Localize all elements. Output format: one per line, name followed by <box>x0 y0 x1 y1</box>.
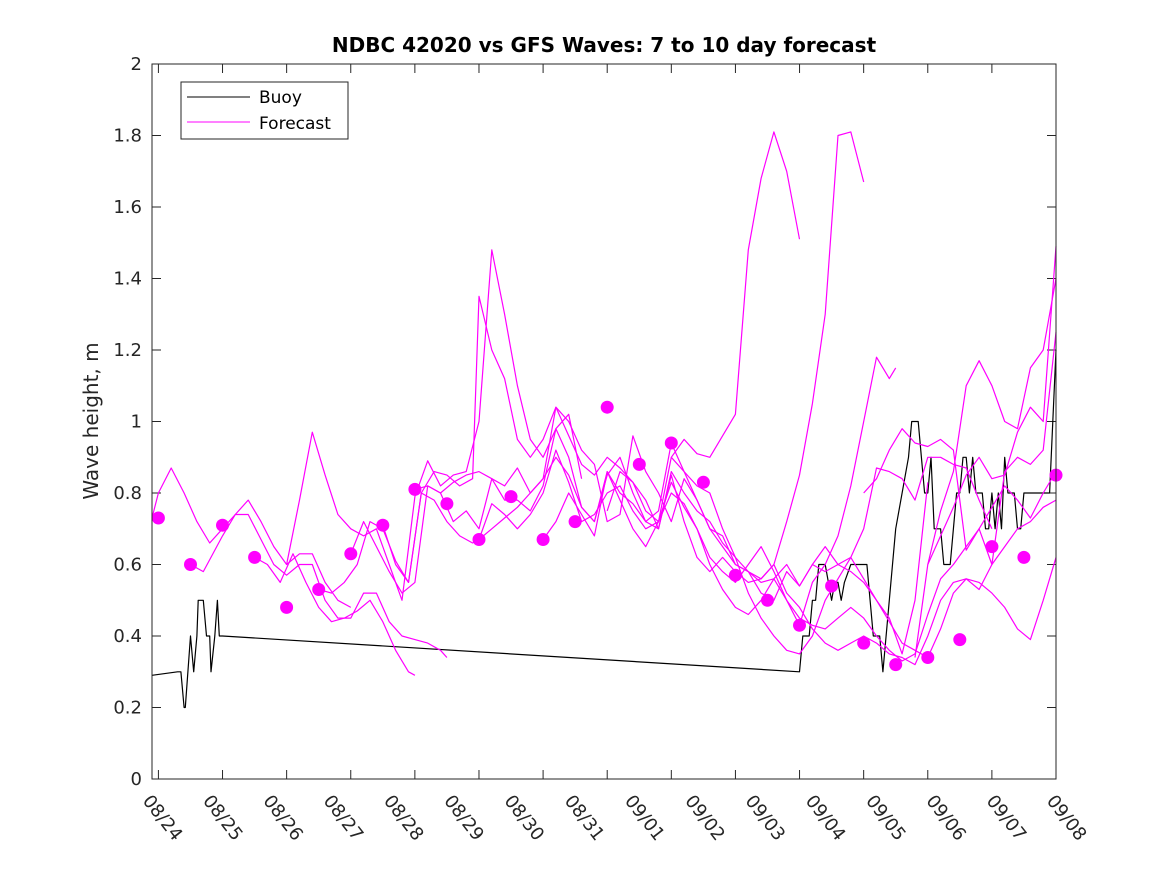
forecast-series-line <box>606 471 1057 666</box>
y-tick-label: 1.4 <box>113 269 142 290</box>
forecast-point <box>472 533 486 546</box>
x-tick-label: 09/07 <box>982 791 1030 845</box>
forecast-point <box>408 482 422 496</box>
y-tick-label: 1.6 <box>113 197 142 218</box>
forecast-point <box>151 511 165 525</box>
forecast-point <box>728 568 742 582</box>
forecast-series-line <box>927 246 1057 565</box>
forecast-point <box>889 658 903 672</box>
forecast-point <box>440 497 454 511</box>
x-tick-label: 08/25 <box>198 791 246 845</box>
forecast-series-line <box>863 332 1057 566</box>
forecast-series-line <box>478 442 993 655</box>
x-tick-label: 09/03 <box>741 791 789 845</box>
x-tick-label: 09/05 <box>861 791 909 845</box>
series-layer <box>151 131 1063 709</box>
forecast-point <box>280 600 294 614</box>
legend-buoy-label: Buoy <box>259 88 302 108</box>
plot-frame <box>151 63 1057 780</box>
buoy-series-line <box>151 349 1057 709</box>
forecast-series-line <box>914 278 1057 658</box>
y-tick-label: 1 <box>131 412 142 433</box>
forecast-point <box>600 400 614 414</box>
forecast-series-line <box>286 249 583 601</box>
forecast-point <box>953 633 967 647</box>
forecast-point <box>184 558 197 571</box>
forecast-point <box>1017 550 1031 564</box>
x-tick-label: 09/04 <box>801 791 849 845</box>
x-tick-label: 09/08 <box>1042 791 1090 845</box>
x-tick-label: 08/29 <box>439 791 487 845</box>
forecast-series-line <box>151 467 352 608</box>
forecast-series-line <box>414 406 929 655</box>
x-tick-label: 09/01 <box>620 791 668 845</box>
forecast-series-line <box>382 356 897 626</box>
forecast-point <box>568 515 582 529</box>
x-tick-label: 08/28 <box>379 791 427 845</box>
x-tick-label: 08/31 <box>560 791 608 845</box>
y-tick-label: 1.8 <box>113 126 142 147</box>
y-tick-label: 0.6 <box>113 555 142 576</box>
forecast-point <box>248 550 262 564</box>
x-tick-label: 09/06 <box>922 791 970 845</box>
plot-area <box>152 64 1056 779</box>
plot-background <box>152 64 1056 779</box>
x-tick-label: 09/02 <box>680 791 728 845</box>
y-tick-label: 0.2 <box>113 698 142 719</box>
forecast-point <box>921 651 935 664</box>
forecast-point <box>793 618 806 632</box>
forecast-series-line <box>542 471 1057 662</box>
y-tick-label: 0.4 <box>113 626 142 647</box>
y-tick-label: 2 <box>131 54 142 75</box>
forecast-point <box>344 547 358 561</box>
legend: Buoy Forecast <box>180 81 349 140</box>
forecast-point <box>985 540 999 554</box>
y-tick-label: 0.8 <box>113 483 142 504</box>
x-tick-label: 08/30 <box>500 791 548 845</box>
forecast-series-line <box>254 553 416 676</box>
forecast-point <box>536 533 550 546</box>
forecast-point <box>312 583 326 596</box>
x-tick-label: 08/24 <box>138 791 186 845</box>
forecast-point <box>504 490 518 504</box>
y-axis-label: Wave height, m <box>79 342 103 499</box>
y-tick-labels: 0 0.2 0.4 0.6 0.8 1 1.2 1.4 1.6 1.8 2 <box>113 54 142 790</box>
forecast-series-line <box>190 513 448 658</box>
legend-forecast-label: Forecast <box>259 114 331 134</box>
forecast-point <box>761 593 774 607</box>
y-tick-label: 0 <box>131 769 142 790</box>
forecast-series-line <box>670 456 1057 659</box>
y-tick-label: 1.2 <box>113 340 142 361</box>
forecast-point <box>825 579 839 593</box>
x-tick-label: 08/27 <box>319 791 367 845</box>
forecast-point <box>216 518 229 532</box>
forecast-point <box>857 636 871 650</box>
forecast-point <box>632 457 646 471</box>
forecast-point <box>696 475 710 489</box>
x-tick-label: 08/26 <box>259 791 307 845</box>
x-tick-labels: 08/24 08/25 08/26 08/27 08/28 08/29 08/30 08/31… <box>138 791 1090 845</box>
chart-title: NDBC 42020 vs GFS Waves: 7 to 10 day for… <box>332 33 877 57</box>
legend-box <box>180 81 349 140</box>
forecast-point <box>376 518 390 532</box>
forecast-point <box>664 436 678 450</box>
